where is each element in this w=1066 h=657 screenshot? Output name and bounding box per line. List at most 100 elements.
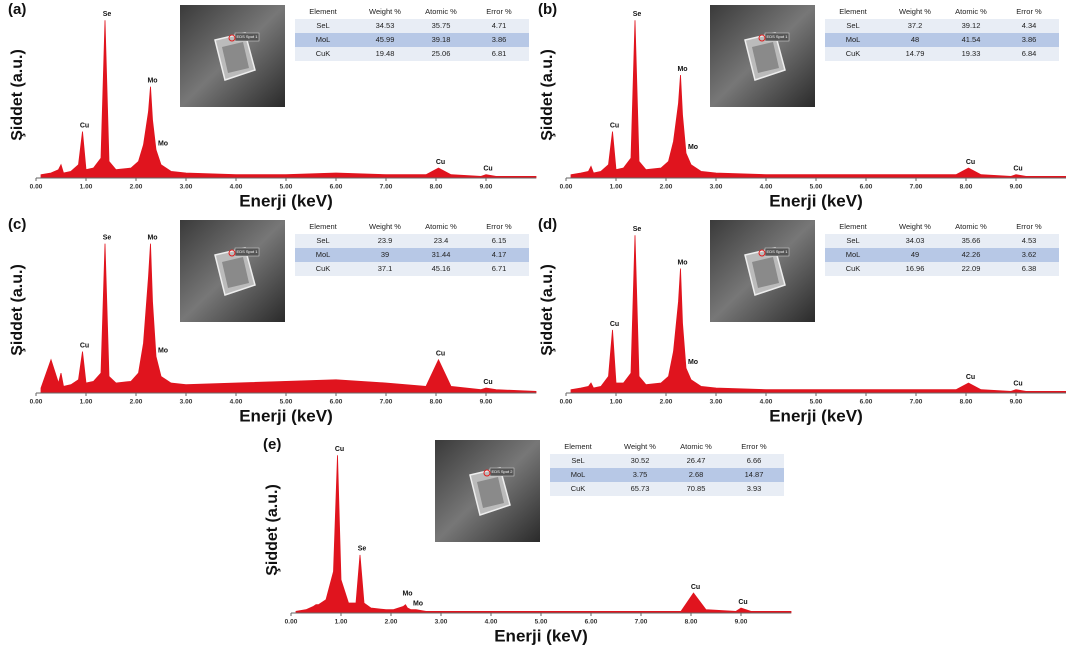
x-tick-label: 8.00 bbox=[960, 184, 973, 191]
peak-label: Cu bbox=[80, 342, 89, 349]
x-tick-label: 8.00 bbox=[960, 399, 973, 406]
peak-label: Se bbox=[633, 11, 642, 18]
table-header: Weight % bbox=[899, 222, 931, 231]
y-axis-title: Şiddet (a.u.) bbox=[9, 49, 26, 141]
table-cell: 3.93 bbox=[747, 484, 762, 493]
table-header: Element bbox=[309, 7, 337, 16]
x-tick-label: 4.00 bbox=[760, 399, 773, 406]
panel: 0.00 1.00 2.00 3.00 4.00 5.00 6.00 7.00 8.00 9.00… bbox=[8, 216, 537, 425]
x-tick-label: 6.00 bbox=[330, 399, 343, 406]
table-cell: 14.87 bbox=[745, 470, 764, 479]
table-cell: 70.85 bbox=[687, 484, 706, 493]
x-tick-label: 2.00 bbox=[660, 399, 673, 406]
table-header: Atomic % bbox=[955, 7, 987, 16]
spectrum bbox=[40, 243, 537, 394]
panel-label: (d) bbox=[538, 216, 557, 233]
sem-crystal-face bbox=[477, 477, 504, 508]
table-cell: MoL bbox=[846, 35, 861, 44]
table-cell: 35.75 bbox=[432, 21, 451, 30]
sem-crystal-face bbox=[752, 42, 779, 73]
x-tick-label: 2.00 bbox=[385, 619, 398, 626]
table-cell: 2.68 bbox=[689, 470, 704, 479]
table-cell: 23.9 bbox=[378, 236, 393, 245]
table-cell: 39 bbox=[381, 250, 389, 259]
table-cell: SeL bbox=[846, 236, 859, 245]
peak-label: Mo bbox=[402, 591, 412, 598]
panel: 0.00 1.00 2.00 3.00 4.00 5.00 6.00 7.00 8.00 9.00… bbox=[538, 1, 1066, 210]
table-row bbox=[550, 482, 784, 496]
table-row bbox=[295, 262, 529, 276]
x-tick-label: 8.00 bbox=[430, 399, 443, 406]
table-row bbox=[295, 248, 529, 262]
peak-label: Mo bbox=[158, 347, 168, 354]
table-header: Element bbox=[309, 222, 337, 231]
spot-marker bbox=[483, 469, 491, 477]
peak-label: Cu bbox=[436, 351, 445, 358]
table-row bbox=[825, 248, 1059, 262]
spectrum bbox=[295, 455, 792, 614]
x-axis-title: Enerji (keV) bbox=[769, 191, 863, 210]
table-cell: SeL bbox=[316, 21, 329, 30]
peak-label: Cu bbox=[1013, 166, 1022, 173]
table-cell: 45.16 bbox=[432, 264, 451, 273]
x-tick-label: 7.00 bbox=[380, 399, 393, 406]
x-tick-label: 6.00 bbox=[585, 619, 598, 626]
table-cell: 6.84 bbox=[1022, 49, 1037, 58]
table-header: Error % bbox=[741, 442, 767, 451]
x-tick-label: 3.00 bbox=[710, 399, 723, 406]
table-cell: 19.48 bbox=[376, 49, 395, 58]
peak-label: Mo bbox=[147, 234, 157, 241]
peak-label: Cu bbox=[80, 122, 89, 129]
inset-label: EDS Spot 1 bbox=[767, 34, 789, 39]
table-cell: 3.86 bbox=[1022, 35, 1037, 44]
x-tick-label: 1.00 bbox=[335, 619, 348, 626]
x-tick-label: 7.00 bbox=[380, 184, 393, 191]
x-tick-label: 7.00 bbox=[635, 619, 648, 626]
x-tick-label: 6.00 bbox=[330, 184, 343, 191]
table-row bbox=[295, 19, 529, 33]
peak-label: Cu bbox=[335, 446, 344, 453]
panel-label: (b) bbox=[538, 1, 557, 18]
table-cell: 30.52 bbox=[631, 456, 650, 465]
table-row bbox=[550, 468, 784, 482]
table-row bbox=[825, 47, 1059, 61]
table-header: Atomic % bbox=[425, 222, 457, 231]
x-axis-title: Enerji (keV) bbox=[239, 191, 333, 210]
peak-label: Mo bbox=[413, 601, 423, 608]
peak-label: Cu bbox=[966, 159, 975, 166]
x-tick-label: 3.00 bbox=[180, 184, 193, 191]
table-cell: 48 bbox=[911, 35, 919, 44]
spot-marker bbox=[758, 34, 766, 42]
spectrum bbox=[570, 20, 1066, 179]
table-header: Weight % bbox=[369, 7, 401, 16]
x-tick-label: 5.00 bbox=[280, 184, 293, 191]
table-cell: 3.62 bbox=[1022, 250, 1037, 259]
peak-label: Cu bbox=[483, 379, 492, 386]
table-header: Error % bbox=[1016, 7, 1042, 16]
table-header: Weight % bbox=[369, 222, 401, 231]
table-cell: 4.53 bbox=[1022, 236, 1037, 245]
panel: 0.00 1.00 2.00 3.00 4.00 5.00 6.00 7.00 8.00 9.00… bbox=[8, 1, 537, 210]
sem-crystal-face bbox=[222, 42, 249, 73]
table-cell: 37.2 bbox=[908, 21, 923, 30]
panel: 0.00 1.00 2.00 3.00 4.00 5.00 6.00 7.00 8.00 9.00… bbox=[538, 216, 1066, 425]
table-cell: 22.09 bbox=[962, 264, 981, 273]
spot-marker bbox=[758, 249, 766, 257]
x-tick-label: 9.00 bbox=[735, 619, 748, 626]
x-tick-label: 9.00 bbox=[1010, 184, 1023, 191]
peak-label: Cu bbox=[738, 599, 747, 606]
x-tick-label: 2.00 bbox=[130, 399, 143, 406]
x-tick-label: 4.00 bbox=[230, 399, 243, 406]
table-header: Element bbox=[839, 7, 867, 16]
table-row bbox=[550, 454, 784, 468]
table-cell: 39.18 bbox=[432, 35, 451, 44]
peak-label: Cu bbox=[691, 584, 700, 591]
table-row bbox=[825, 33, 1059, 47]
y-axis-title: Şiddet (a.u.) bbox=[9, 264, 26, 356]
table-cell: MoL bbox=[571, 470, 586, 479]
x-tick-label: 0.00 bbox=[30, 184, 43, 191]
x-tick-label: 8.00 bbox=[685, 619, 698, 626]
peak-label: Se bbox=[103, 11, 112, 18]
x-tick-label: 9.00 bbox=[1010, 399, 1023, 406]
